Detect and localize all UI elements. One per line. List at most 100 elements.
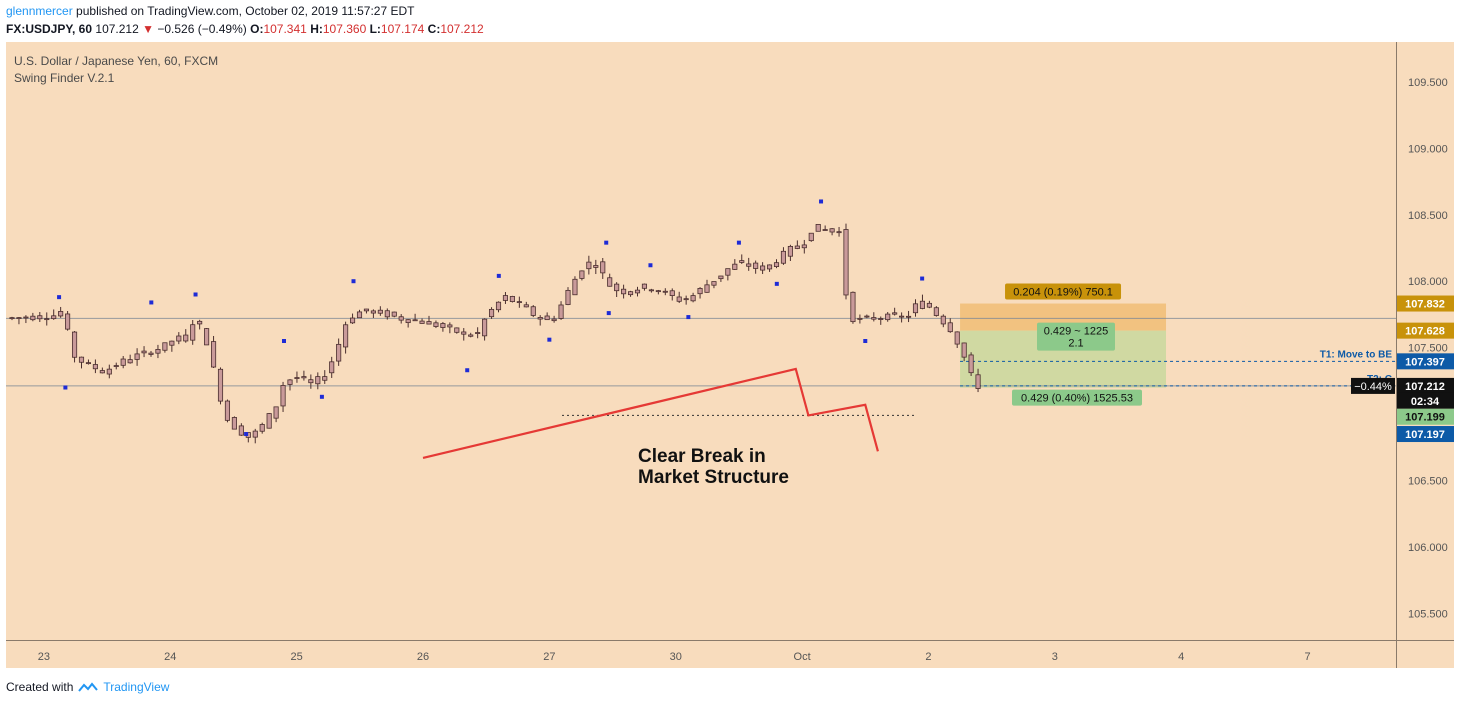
tradingview-cloud-icon	[78, 682, 99, 692]
swing-point-marker	[686, 315, 691, 320]
candle-body	[30, 315, 36, 321]
open-value: 107.341	[263, 22, 307, 36]
candle-body	[280, 385, 286, 407]
candle-body	[51, 315, 57, 320]
ratio-text-2: 2.1	[1068, 338, 1083, 350]
low-value: 107.174	[380, 22, 425, 36]
candle-body	[836, 231, 842, 234]
candle-body	[690, 295, 696, 302]
candle-body	[252, 430, 258, 438]
candle-body	[634, 289, 641, 294]
candle-body	[523, 304, 529, 308]
candle-body	[586, 261, 592, 270]
symbol-name: FX:USDJPY, 60	[6, 22, 93, 36]
candle-body	[343, 324, 349, 348]
candle-body	[447, 324, 453, 328]
candle-body	[217, 368, 224, 402]
change-percent-badge	[1351, 377, 1395, 394]
swing-point-marker	[863, 339, 868, 343]
author-link[interactable]: glennmercer	[6, 4, 73, 18]
high-value: 107.360	[322, 22, 367, 36]
candle-body	[190, 324, 196, 341]
last-price: 107.212	[95, 22, 139, 36]
annotation-label-line-2: Market Structure	[638, 467, 789, 488]
low-label: L:	[369, 22, 381, 36]
candle-body	[843, 229, 849, 296]
y-tick-label: 108.500	[1408, 210, 1448, 222]
candle-body	[607, 277, 613, 287]
swing-point-marker	[819, 199, 824, 204]
price-axis-label-text: 02:34	[1411, 396, 1440, 408]
x-tick-label: 24	[164, 651, 176, 663]
candle-body	[391, 311, 397, 317]
candle-body	[905, 315, 912, 318]
candle-body	[405, 319, 411, 324]
candle-body	[99, 370, 105, 374]
ratio-badge	[1037, 322, 1115, 351]
x-tick-label: 2	[925, 651, 931, 663]
swing-point-marker	[920, 276, 925, 281]
annotation-label-line-1: Clear Break in	[638, 446, 766, 467]
candle-body	[224, 400, 231, 421]
y-tick-label: 109.000	[1408, 143, 1448, 155]
candle-body	[655, 290, 661, 293]
candle-body	[899, 315, 905, 318]
candle-body	[850, 291, 856, 323]
symbol-quote-line: FX:USDJPY, 60 107.212 ▼ −0.526 (−0.49%) …	[6, 22, 484, 36]
x-tick-label: 26	[417, 651, 429, 663]
candle-body	[864, 315, 870, 318]
target-line-label: T1: Move to BE	[1320, 349, 1393, 360]
candle-body	[933, 307, 939, 316]
candle-body	[106, 368, 112, 375]
candle-body	[822, 229, 828, 231]
down-arrow-icon: ▼	[142, 22, 155, 36]
candle-body	[329, 361, 335, 374]
candle-body	[148, 352, 154, 355]
candle-body	[732, 263, 738, 270]
candle-body	[509, 296, 515, 302]
y-tick-label: 107.500	[1408, 343, 1448, 355]
candle-body	[572, 278, 578, 296]
x-tick-label: Oct	[794, 651, 811, 663]
swing-point-marker	[57, 295, 62, 300]
candle-body	[871, 317, 877, 320]
candle-body	[947, 322, 953, 333]
candle-body	[356, 311, 363, 319]
candle-body	[801, 244, 807, 249]
candle-body	[308, 379, 314, 384]
tradingview-brand-link[interactable]: TradingView	[103, 680, 170, 694]
candle-body	[71, 331, 78, 358]
candle-body	[475, 332, 481, 334]
created-with-text: Created with	[6, 680, 74, 694]
candle-body	[766, 264, 773, 270]
candle-body	[662, 290, 668, 293]
time-axis-background	[6, 640, 1454, 668]
candle-body	[579, 270, 585, 279]
indicator-legend: Swing Finder V.2.1	[14, 71, 115, 85]
high-label: H:	[310, 22, 323, 36]
change-percent-text: −0.44%	[1354, 381, 1392, 393]
target-info-text: 0.429 (0.40%) 1525.53	[1021, 393, 1133, 405]
price-axis-label	[1397, 392, 1454, 409]
x-tick-label: 7	[1304, 651, 1310, 663]
swing-point-marker	[63, 385, 68, 390]
candle-body	[210, 341, 217, 368]
published-text: published on TradingView.com, October 02…	[76, 4, 415, 18]
candle-body	[968, 354, 974, 374]
candle-body	[65, 313, 71, 330]
candle-body	[697, 288, 703, 295]
candle-body	[829, 228, 835, 233]
candle-body	[349, 317, 356, 324]
candle-body	[912, 303, 919, 314]
candle-body	[495, 301, 502, 311]
open-label: O:	[250, 22, 264, 36]
candle-body	[808, 232, 814, 242]
candle-body	[363, 308, 370, 312]
swing-point-marker	[604, 240, 609, 245]
candle-body	[183, 334, 189, 342]
price-change: −0.526 (−0.49%)	[157, 22, 247, 36]
candle-body	[398, 316, 404, 321]
candle-body	[502, 295, 509, 301]
candle-body	[892, 312, 898, 315]
